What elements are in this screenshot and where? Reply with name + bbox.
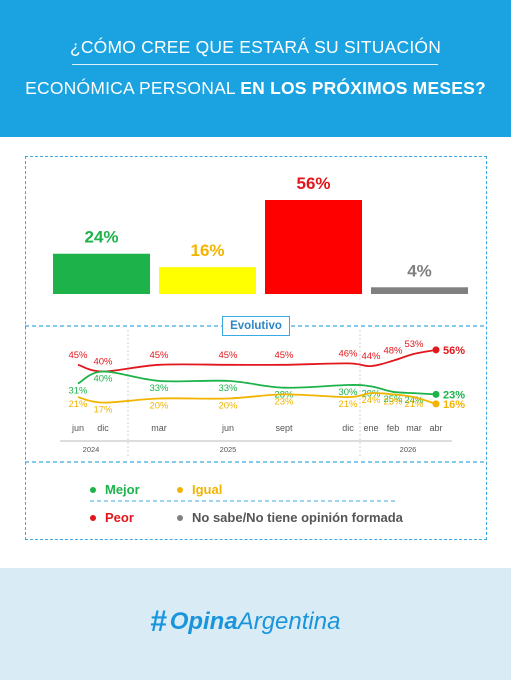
line-data-label: 33% bbox=[149, 383, 169, 394]
line-data-label: 53% bbox=[404, 339, 424, 350]
bar-mejor bbox=[53, 253, 150, 294]
evolutivo-label: Evolutivo bbox=[222, 316, 290, 336]
line-data-label: 25% bbox=[383, 394, 403, 405]
line-data-label: 31% bbox=[68, 386, 88, 397]
line-end-marker-peor bbox=[432, 346, 440, 354]
line-end-marker-igual bbox=[432, 400, 440, 408]
line-data-label: 45% bbox=[149, 350, 169, 361]
year-label: 2025 bbox=[220, 445, 237, 454]
line-data-label: 56% bbox=[443, 345, 465, 357]
logo-text-bold: Opina bbox=[169, 608, 238, 635]
x-tick-label: dic bbox=[342, 423, 354, 433]
line-end-marker-mejor bbox=[432, 390, 440, 398]
x-tick-label: mar bbox=[151, 423, 167, 433]
x-tick-label: dic bbox=[97, 423, 109, 433]
header-banner: ¿CÓMO CREE QUE ESTARÁ SU SITUACIÓN ECONÓ… bbox=[0, 0, 511, 137]
line-data-label: 16% bbox=[443, 399, 465, 411]
header-divider bbox=[72, 64, 438, 65]
legend-label: Mejor bbox=[105, 482, 140, 497]
header-title-line2-bold: EN LOS PRÓXIMOS MESES? bbox=[240, 78, 486, 98]
line-data-label: 40% bbox=[93, 357, 113, 368]
legend-label: Igual bbox=[192, 482, 223, 497]
x-tick-label: jun bbox=[71, 423, 84, 433]
logo-text-normal: Argentina bbox=[237, 608, 341, 635]
header-title-line2: ECONÓMICA PERSONAL EN LOS PRÓXIMOS MESES… bbox=[0, 78, 511, 99]
bar-value-label: 4% bbox=[407, 261, 432, 280]
bar-value-label: 16% bbox=[190, 241, 224, 260]
line-data-label: 20% bbox=[149, 401, 169, 412]
line-data-label: 30% bbox=[338, 387, 358, 398]
header-title-line1: ¿CÓMO CREE QUE ESTARÁ SU SITUACIÓN bbox=[69, 37, 442, 57]
bar-peor bbox=[265, 200, 362, 294]
x-tick-label: feb bbox=[387, 423, 400, 433]
legend-label: No sabe/No tiene opinión formada bbox=[192, 510, 403, 525]
line-peor bbox=[77, 349, 437, 373]
footer bbox=[0, 568, 511, 680]
header-title-line2-normal: ECONÓMICA PERSONAL bbox=[25, 78, 241, 98]
line-igual bbox=[77, 392, 437, 405]
line-data-label: 24% bbox=[404, 395, 424, 406]
x-tick-label: mar bbox=[406, 423, 422, 433]
line-data-label: 48% bbox=[383, 346, 403, 357]
line-data-label: 23% bbox=[274, 396, 294, 407]
year-label: 2024 bbox=[83, 445, 100, 454]
line-data-label: 21% bbox=[404, 399, 424, 410]
x-tick-label: ene bbox=[363, 423, 378, 433]
legend-item: Mejor bbox=[90, 482, 140, 497]
line-data-label: 21% bbox=[338, 399, 358, 410]
line-mejor bbox=[77, 370, 437, 396]
chart-canvas: 24% 16% 56% 4% 45% 40% 45% 45% 45% 46% 44% 48%53% 56… bbox=[25, 174, 487, 502]
logo-hash-icon: # bbox=[150, 605, 167, 638]
bar-no-sabe bbox=[371, 287, 468, 294]
line-data-label: 17% bbox=[93, 405, 113, 416]
legend-item: Igual bbox=[177, 482, 222, 497]
x-tick-label: abr bbox=[429, 423, 442, 433]
line-data-label: 21% bbox=[68, 399, 88, 410]
legend-label: Peor bbox=[105, 510, 134, 525]
line-data-label: 44% bbox=[361, 351, 381, 362]
opina-argentina-logo: # Opina Argentina bbox=[150, 607, 340, 637]
legend-dot-icon bbox=[177, 486, 183, 493]
x-tick-label: sept bbox=[275, 423, 293, 433]
bar-value-label: 56% bbox=[296, 174, 330, 193]
line-data-label: 33% bbox=[218, 383, 238, 394]
legend-dot-icon bbox=[90, 486, 96, 493]
line-data-label: 45% bbox=[218, 350, 238, 361]
year-label: 2026 bbox=[400, 445, 417, 454]
legend-dot-icon bbox=[177, 514, 183, 521]
line-data-label: 45% bbox=[274, 350, 294, 361]
line-data-label: 46% bbox=[338, 348, 358, 359]
bar-igual bbox=[159, 267, 256, 294]
line-data-label: 20% bbox=[218, 401, 238, 412]
legend-item: Peor bbox=[90, 510, 134, 525]
line-data-label: 23% bbox=[443, 389, 465, 401]
line-data-label: 45% bbox=[68, 350, 88, 361]
line-data-label: 23% bbox=[383, 396, 403, 407]
x-tick-label: jun bbox=[221, 423, 234, 433]
bar-value-label: 24% bbox=[84, 228, 118, 247]
legend-item: No sabe/No tiene opinión formada bbox=[177, 510, 403, 525]
line-data-label: 24% bbox=[361, 395, 381, 406]
legend-dot-icon bbox=[90, 514, 96, 521]
line-data-label: 40% bbox=[93, 374, 113, 385]
chart-frame bbox=[25, 156, 487, 540]
